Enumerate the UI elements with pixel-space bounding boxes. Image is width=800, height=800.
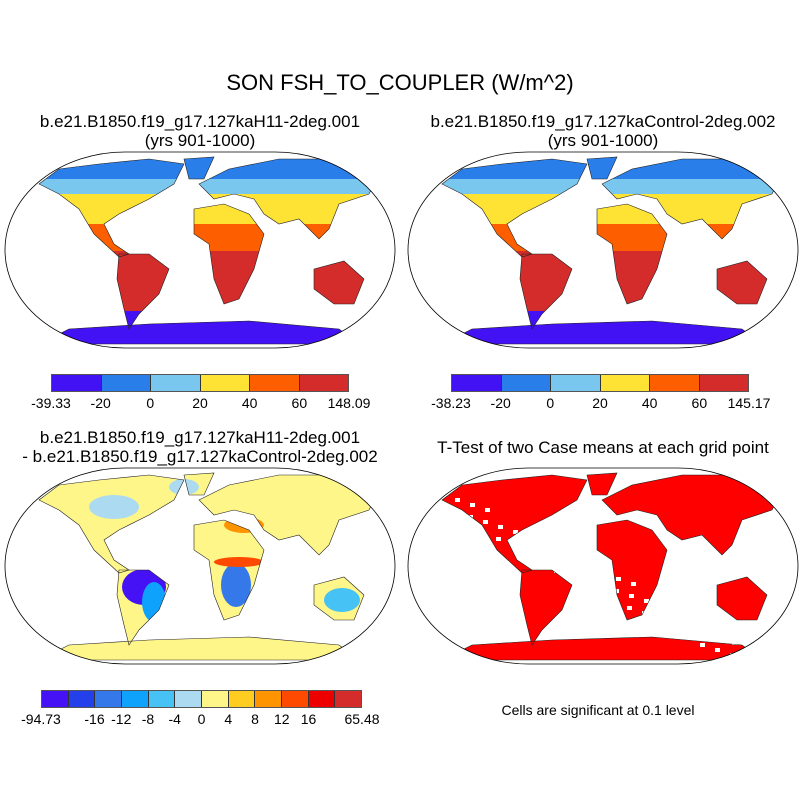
coastline-af — [193, 519, 265, 621]
colorbar-box — [122, 691, 149, 707]
colorbar-label: -38.23 — [431, 395, 471, 411]
map-panel2 — [407, 151, 799, 349]
colorbar-box — [282, 691, 309, 707]
coastline-na — [38, 474, 185, 574]
colorbar-label: -20 — [90, 395, 111, 411]
colorbar-label: 16 — [300, 711, 317, 727]
coastline-gl — [586, 156, 618, 180]
coastline-au — [716, 260, 768, 305]
coastline-au — [313, 260, 365, 305]
coastline-eu — [601, 474, 783, 556]
colorbar-label: 60 — [291, 395, 308, 411]
colorbar-box — [501, 375, 551, 391]
colorbar-box — [52, 375, 102, 391]
map-border — [407, 467, 799, 665]
colorbar-label: 0 — [197, 711, 206, 727]
colorbar-label: -12 — [111, 711, 132, 727]
colorbar-box — [335, 691, 362, 707]
colorbar-label: 60 — [691, 395, 708, 411]
colorbar-label: 12 — [273, 711, 290, 727]
colorbar-label: -4 — [168, 711, 181, 727]
coastline-sa — [519, 569, 573, 646]
colorbar-box — [200, 375, 250, 391]
colorbar-label: 20 — [592, 395, 608, 411]
colorbar-box — [299, 375, 348, 391]
colorbar-label: -8 — [141, 711, 155, 727]
coastline-gl — [586, 472, 618, 496]
panel2-subtitle: (yrs 901-1000) — [547, 131, 659, 150]
coastline-af — [596, 203, 668, 305]
colorbar-panel3 — [41, 690, 362, 708]
colorbar-label: 148.09 — [327, 395, 371, 411]
colorbar-box — [699, 375, 748, 391]
colorbar-label: 40 — [241, 395, 258, 411]
colorbar-label: -16 — [84, 711, 105, 727]
colorbar-panel2 — [451, 374, 749, 392]
colorbar-box — [650, 375, 700, 391]
colorbar-box — [202, 691, 229, 707]
colorbar-label: -20 — [490, 395, 511, 411]
coastline-au — [716, 576, 768, 621]
colorbar-box — [250, 375, 300, 391]
panel4-title: T-Test of two Case means at each grid po… — [437, 438, 769, 457]
coastline-sa — [519, 253, 573, 330]
colorbar-label: 0 — [146, 395, 155, 411]
coastline-af — [193, 203, 265, 305]
land-fill — [39, 157, 379, 344]
figure-title: SON FSH_TO_COUPLER (W/m^2) — [226, 70, 574, 95]
colorbar-panel1 — [51, 374, 349, 392]
panel3-title: b.e21.B1850.f19_g17.127kaH11-2deg.001 — [39, 428, 361, 447]
map-border — [407, 151, 799, 349]
panel1-subtitle: (yrs 901-1000) — [144, 131, 256, 150]
colorbar-label: 20 — [192, 395, 208, 411]
map-panel4 — [407, 467, 799, 665]
colorbar-box — [68, 691, 96, 707]
panel1-title: b.e21.B1850.f19_g17.127kaH11-2deg.001 — [39, 112, 361, 131]
colorbar-label: 40 — [641, 395, 658, 411]
colorbar-box — [600, 375, 650, 391]
coastline-sa — [116, 253, 170, 330]
land-fill — [39, 473, 379, 660]
map-border — [4, 151, 396, 349]
colorbar-box — [228, 691, 256, 707]
colorbar-box — [151, 375, 201, 391]
coastline-af — [596, 519, 668, 621]
colorbar-box — [308, 691, 336, 707]
map-panel1 — [4, 151, 396, 349]
land-fill — [442, 473, 782, 660]
colorbar-label: -39.33 — [31, 395, 71, 411]
coastline-au — [313, 576, 365, 621]
coastline-sa — [116, 569, 170, 646]
significance-note: Cells are significant at 0.1 level — [501, 702, 695, 718]
colorbar-label: 8 — [251, 711, 259, 727]
colorbar-box — [95, 691, 123, 707]
coastline-eu — [601, 158, 783, 240]
coastline-na — [441, 474, 588, 574]
colorbar-label: 4 — [224, 711, 233, 727]
colorbar-box — [42, 691, 69, 707]
coastline-gl — [183, 156, 215, 180]
colorbar-label: 145.17 — [727, 395, 771, 411]
colorbar-box — [255, 691, 283, 707]
coastline-na — [441, 158, 588, 258]
map-border — [4, 467, 396, 665]
colorbar-box — [551, 375, 601, 391]
map-panel3 — [4, 467, 396, 665]
coastline-gl — [183, 472, 215, 496]
coastline-na — [38, 158, 185, 258]
colorbar-box — [452, 375, 502, 391]
colorbar-box — [175, 691, 203, 707]
colorbar-label: 0 — [546, 395, 555, 411]
colorbar-box — [101, 375, 151, 391]
panel3-subtitle: - b.e21.B1850.f19_g17.127kaControl-2deg.… — [22, 447, 378, 466]
coastline-eu — [198, 158, 380, 240]
colorbar-label: -94.73 — [21, 711, 61, 727]
coastline-eu — [198, 474, 380, 556]
panel2-title: b.e21.B1850.f19_g17.127kaControl-2deg.00… — [430, 112, 776, 131]
land-fill — [442, 157, 782, 344]
colorbar-box — [148, 691, 176, 707]
colorbar-label: 65.48 — [344, 711, 380, 727]
